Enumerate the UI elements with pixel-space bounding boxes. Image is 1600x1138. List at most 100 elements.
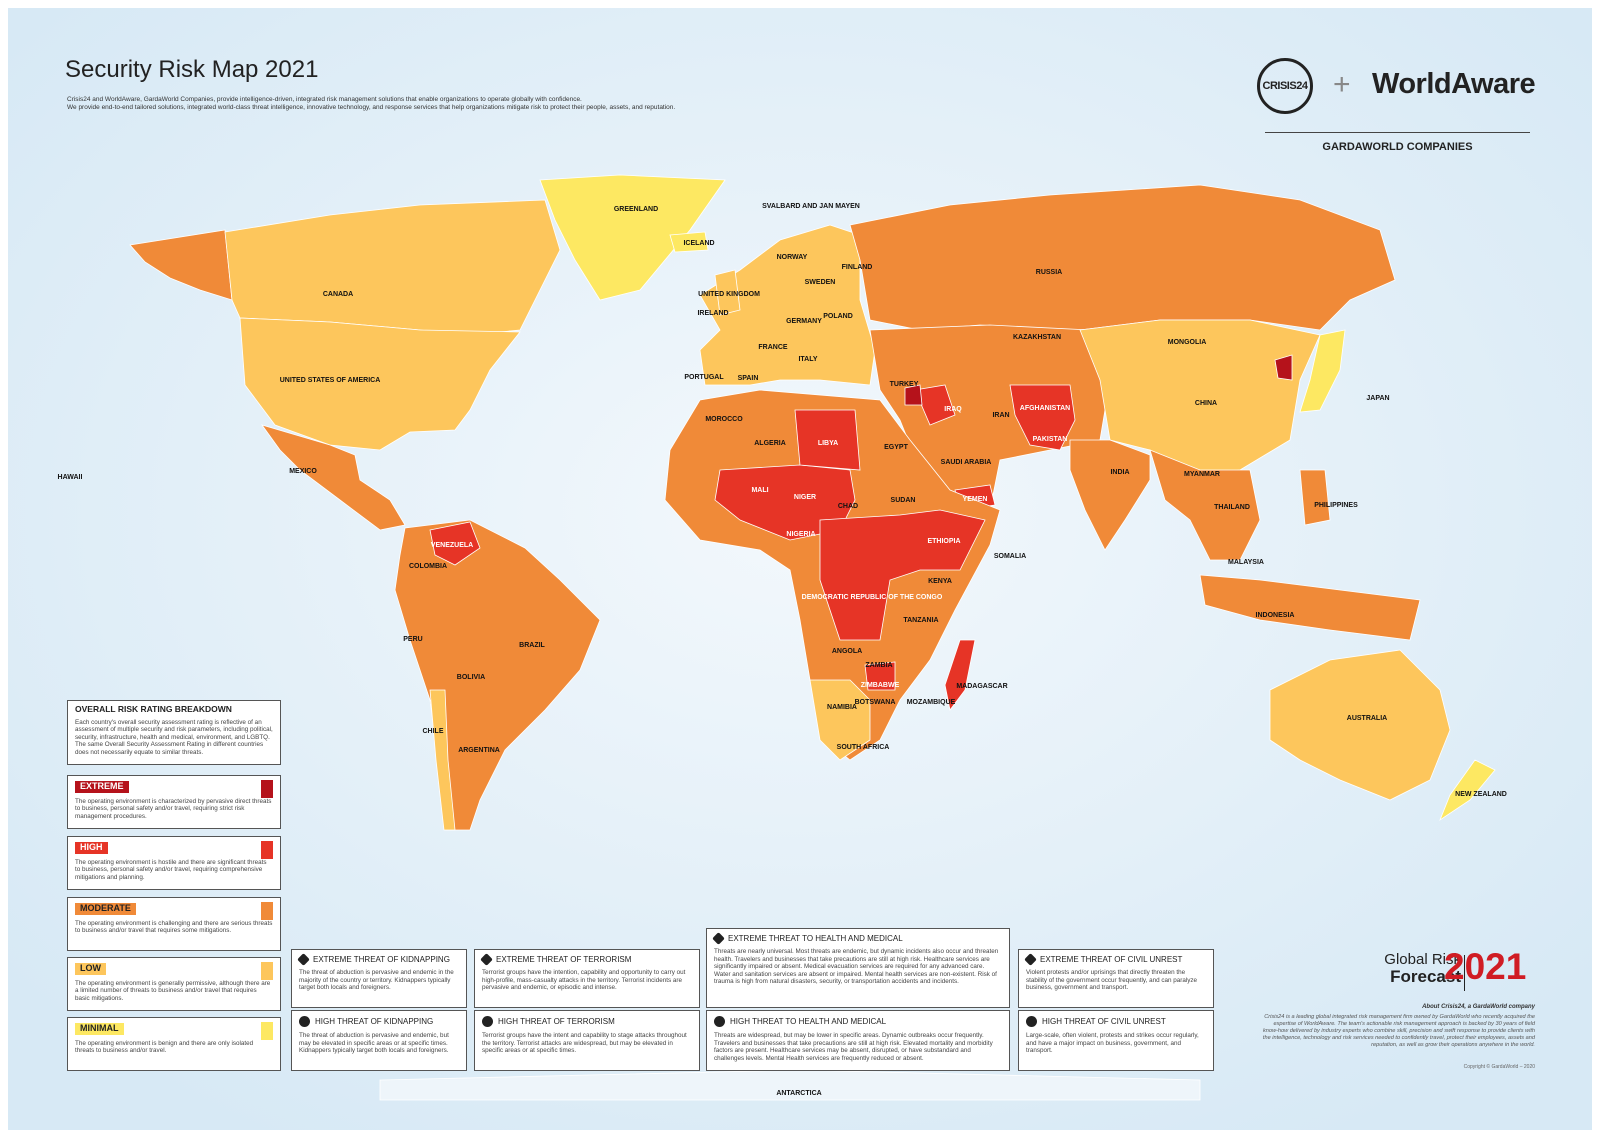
country-label: FRANCE [758, 344, 787, 351]
country-label: NORWAY [777, 254, 808, 261]
threat-description: Terrorist groups have the intention, cap… [482, 969, 686, 992]
greenland [539, 174, 726, 301]
country-label: BOTSWANA [855, 699, 896, 706]
threat-description: Violent protests and/or uprisings that d… [1026, 969, 1198, 992]
legend-overview: OVERALL RISK RATING BREAKDOWN Each count… [67, 700, 281, 765]
country-label: UNITED KINGDOM [698, 291, 760, 298]
intro-line: Crisis24 and WorldAware, GardaWorld Comp… [67, 96, 582, 103]
country-label: ANGOLA [832, 648, 862, 655]
threat-icon [297, 953, 310, 966]
level-description: The operating environment is hostile and… [75, 858, 267, 881]
country-label: TURKEY [890, 381, 919, 388]
legend-level: MINIMAL The operating environment is beni… [67, 1017, 281, 1071]
europe [699, 224, 876, 386]
threat-description: Threats are nearly universal. Most threa… [714, 948, 999, 986]
tagline: GARDAWORLD COMPANIES [1322, 141, 1473, 153]
country-label: MALAYSIA [1228, 559, 1264, 566]
country-label: CANADA [323, 291, 353, 298]
legend-heading: OVERALL RISK RATING BREAKDOWN [75, 704, 232, 714]
country-label: POLAND [823, 313, 853, 320]
usa [239, 317, 521, 451]
country-label: UNITED STATES OF AMERICA [280, 377, 381, 384]
country-label: PERU [403, 636, 422, 643]
country-label: GREENLAND [614, 206, 658, 213]
legend-level: EXTREME The operating environment is char… [67, 775, 281, 829]
threat-icon [712, 932, 725, 945]
legend-level: LOW The operating environment is generall… [67, 957, 281, 1011]
threat-box: EXTREME THREAT TO HEALTH AND MEDICAL Thre… [706, 928, 1010, 1008]
country-label: ICELAND [683, 240, 714, 247]
country-label: IRAN [992, 412, 1009, 419]
country-label: ZAMBIA [865, 662, 892, 669]
country-label: TANZANIA [903, 617, 938, 624]
level-description: The operating environment is challenging… [75, 919, 273, 935]
zimbabwe [864, 661, 896, 691]
level-description: The operating environment is generally p… [75, 979, 271, 1002]
country-label: DEMOCRATIC REPUBLIC OF THE CONGO [802, 594, 943, 601]
threat-icon [482, 1016, 493, 1027]
threat-description: The threat of abduction is pervasive and… [299, 1032, 449, 1055]
about-text: Crisis24 is a leading global integrated … [1262, 1014, 1535, 1048]
country-label: NIGERIA [786, 531, 815, 538]
country-label: CHILE [423, 728, 444, 735]
plus-sign: + [1333, 68, 1351, 101]
forecast-year: 2021 [1444, 946, 1527, 987]
threat-heading: HIGH THREAT OF KIDNAPPING [299, 1016, 459, 1027]
country-label: BOLIVIA [457, 674, 485, 681]
country-label: HAWAII [58, 474, 83, 481]
mexico [260, 424, 406, 531]
threat-box: HIGH THREAT OF TERRORISM Terrorist groups… [474, 1010, 700, 1071]
level-swatch [261, 902, 273, 920]
threat-heading: EXTREME THREAT OF KIDNAPPING [297, 953, 459, 966]
threat-icon [1024, 953, 1037, 966]
madagascar [944, 639, 976, 711]
threat-description: Threats are widespread, but may be lower… [714, 1032, 993, 1062]
country-label: MADAGASCAR [956, 683, 1007, 690]
country-label: NEW ZEALAND [1455, 791, 1507, 798]
country-label: EGYPT [884, 444, 908, 451]
new-zealand [1439, 759, 1496, 822]
copyright: Copyright © GardaWorld – 2020 [1463, 1064, 1535, 1070]
country-label: AFGHANISTAN [1020, 405, 1070, 412]
country-label: VENEZUELA [431, 542, 473, 549]
threat-title: EXTREME THREAT TO HEALTH AND MEDICAL [728, 933, 903, 943]
threat-icon [480, 953, 493, 966]
india [1069, 439, 1151, 551]
antarctica [379, 1069, 1201, 1101]
southeast-asia [1149, 449, 1261, 561]
threat-box: HIGH THREAT OF CIVIL UNREST Large-scale, … [1018, 1010, 1214, 1071]
country-label: MONGOLIA [1168, 339, 1207, 346]
title: Security Risk Map 2021 [65, 56, 319, 83]
level-swatch [261, 780, 273, 798]
level-label: MINIMAL [75, 1023, 124, 1035]
worldaware-logo: WorldAware [1372, 68, 1536, 100]
country-label: SUDAN [891, 497, 916, 504]
country-label: NIGER [794, 494, 816, 501]
legend-level: MODERATE The operating environment is cha… [67, 897, 281, 951]
country-label: BRAZIL [519, 642, 545, 649]
australia [1269, 649, 1451, 801]
level-swatch [261, 841, 273, 859]
level-description: The operating environment is characteriz… [75, 797, 272, 820]
venezuela [429, 521, 481, 566]
threat-heading: HIGH THREAT OF TERRORISM [482, 1016, 692, 1027]
threat-heading: EXTREME THREAT OF TERRORISM [480, 953, 692, 966]
country-label: ZIMBABWE [861, 682, 900, 689]
japan [1299, 329, 1346, 413]
country-label: IRELAND [697, 310, 728, 317]
alaska [129, 229, 233, 301]
country-label: MOROCCO [705, 416, 743, 423]
country-label: CHINA [1195, 400, 1217, 407]
map-labels: GREENLAND ICELAND SVALBARD AND JAN MAYEN CA… [58, 203, 1507, 1097]
forecast-divider [1464, 955, 1465, 991]
china [1079, 319, 1321, 476]
country-label: PHILIPPINES [1314, 502, 1358, 509]
iceland [669, 231, 709, 253]
iraq-syria [914, 384, 956, 426]
level-label: LOW [75, 963, 106, 975]
country-label: KAZAKHSTAN [1013, 334, 1061, 341]
level-swatch [261, 1022, 273, 1040]
land [129, 174, 1496, 1101]
libya [794, 409, 861, 471]
divider [1265, 132, 1530, 133]
